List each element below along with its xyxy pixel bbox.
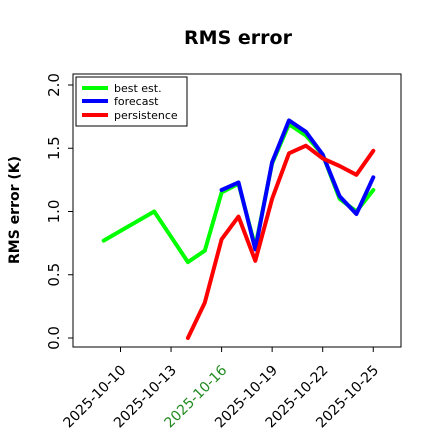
legend: best est. forecast persistence <box>75 76 188 127</box>
series-lines <box>101 118 376 340</box>
y-tick-label: 0.0 <box>45 326 63 350</box>
y-tick-label: 1.5 <box>45 136 63 160</box>
plot-area-frame <box>72 73 402 348</box>
y-tick-label: 1.0 <box>45 200 63 224</box>
chart-title: RMS error <box>184 27 293 49</box>
series-line-forecast <box>219 118 376 252</box>
legend-label-best-est: best est. <box>114 82 162 95</box>
legend-label-persistence: persistence <box>114 109 178 122</box>
series-line-best-est <box>101 122 376 265</box>
y-tick-label: 2.0 <box>45 73 63 97</box>
legend-label-forecast: forecast <box>114 95 159 108</box>
y-axis-label: RMS error (K) <box>7 156 23 264</box>
y-tick-label: 0.5 <box>45 263 63 287</box>
series-line-persistence <box>185 143 376 340</box>
x-axis-ticks: 2025-10-102025-10-132025-10-162025-10-19… <box>60 347 382 431</box>
y-axis-ticks: 0.0 0.5 1.0 1.5 2.0 <box>45 73 73 350</box>
